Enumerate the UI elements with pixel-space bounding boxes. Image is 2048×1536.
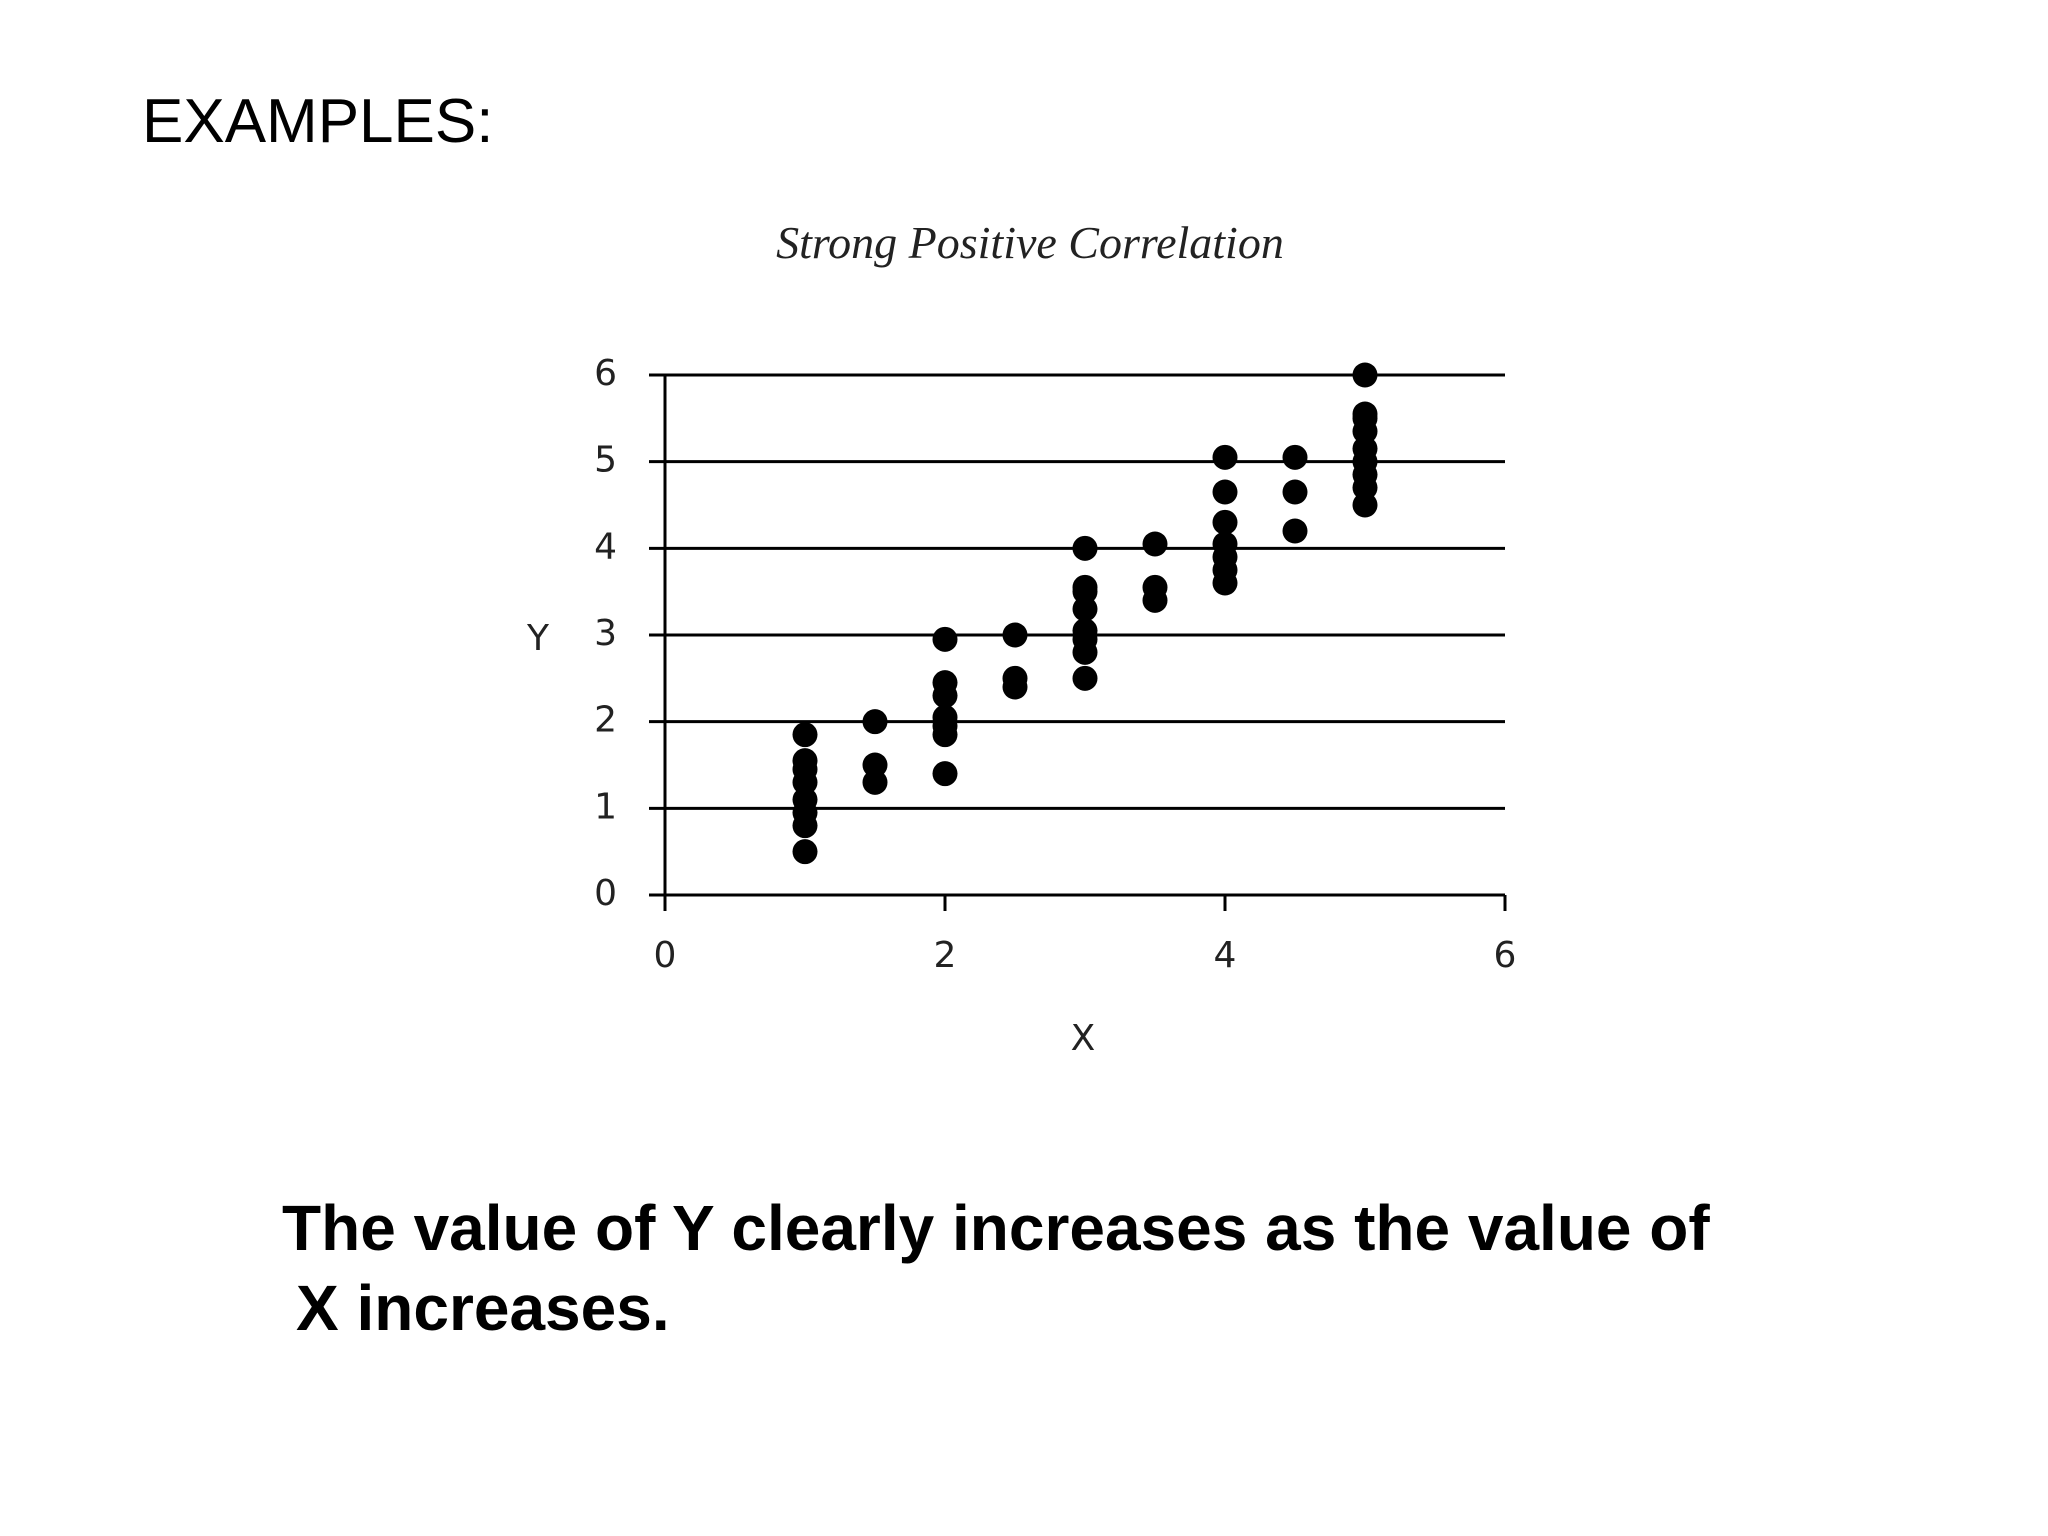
x-axis-label: X — [1071, 1018, 1096, 1059]
data-point — [932, 670, 958, 696]
data-point — [1072, 618, 1098, 644]
data-point — [792, 787, 818, 813]
y-tick-label-5: 5 — [594, 440, 617, 481]
caption-line-1: The value of Y clearly increases as the … — [282, 1192, 1710, 1264]
data-point — [862, 709, 888, 735]
data-point — [1352, 401, 1378, 427]
y-tick-label-1: 1 — [594, 786, 617, 827]
data-point — [792, 839, 818, 865]
data-point — [1002, 665, 1028, 691]
caption-line-2: X increases. — [296, 1272, 670, 1344]
data-point — [1282, 518, 1308, 544]
data-point — [1072, 535, 1098, 561]
y-tick-label-3: 3 — [594, 613, 617, 654]
slide-caption: The value of Y clearly increases as the … — [282, 1188, 1922, 1348]
y-tick-label-2: 2 — [594, 700, 617, 741]
data-point — [1212, 444, 1238, 470]
y-tick-label-0: 0 — [594, 873, 617, 914]
data-point — [1142, 531, 1168, 557]
data-point — [792, 748, 818, 774]
x-tick-label-6: 6 — [1494, 935, 1517, 976]
data-point — [862, 769, 888, 795]
tick-labels: 0 2 4 6 0 1 2 3 4 5 6 — [594, 353, 1516, 976]
data-point — [862, 752, 888, 778]
data-point — [1212, 509, 1238, 535]
x-tick-label-4: 4 — [1214, 935, 1237, 976]
data-point — [1072, 665, 1098, 691]
axes — [649, 375, 1507, 911]
data-point — [1212, 479, 1238, 505]
data-point — [1072, 596, 1098, 622]
data-points — [792, 362, 1378, 865]
data-point — [932, 626, 958, 652]
data-point — [1002, 622, 1028, 648]
data-point — [792, 722, 818, 748]
x-tick-label-0: 0 — [654, 935, 677, 976]
data-point — [932, 704, 958, 730]
data-point — [1352, 436, 1378, 462]
chart-title: Strong Positive Correlation — [776, 217, 1284, 268]
data-point — [1282, 444, 1308, 470]
x-tick-label-2: 2 — [934, 935, 957, 976]
data-point — [932, 761, 958, 787]
slide-heading: EXAMPLES: — [142, 87, 494, 156]
y-axis-label: Y — [526, 618, 550, 659]
data-point — [1352, 492, 1378, 518]
y-tick-label-4: 4 — [594, 526, 617, 567]
data-point — [1072, 574, 1098, 600]
y-tick-label-6: 6 — [594, 353, 617, 394]
data-point — [1282, 479, 1308, 505]
data-point — [1352, 362, 1378, 388]
data-point — [1142, 574, 1168, 600]
data-point — [1212, 531, 1238, 557]
